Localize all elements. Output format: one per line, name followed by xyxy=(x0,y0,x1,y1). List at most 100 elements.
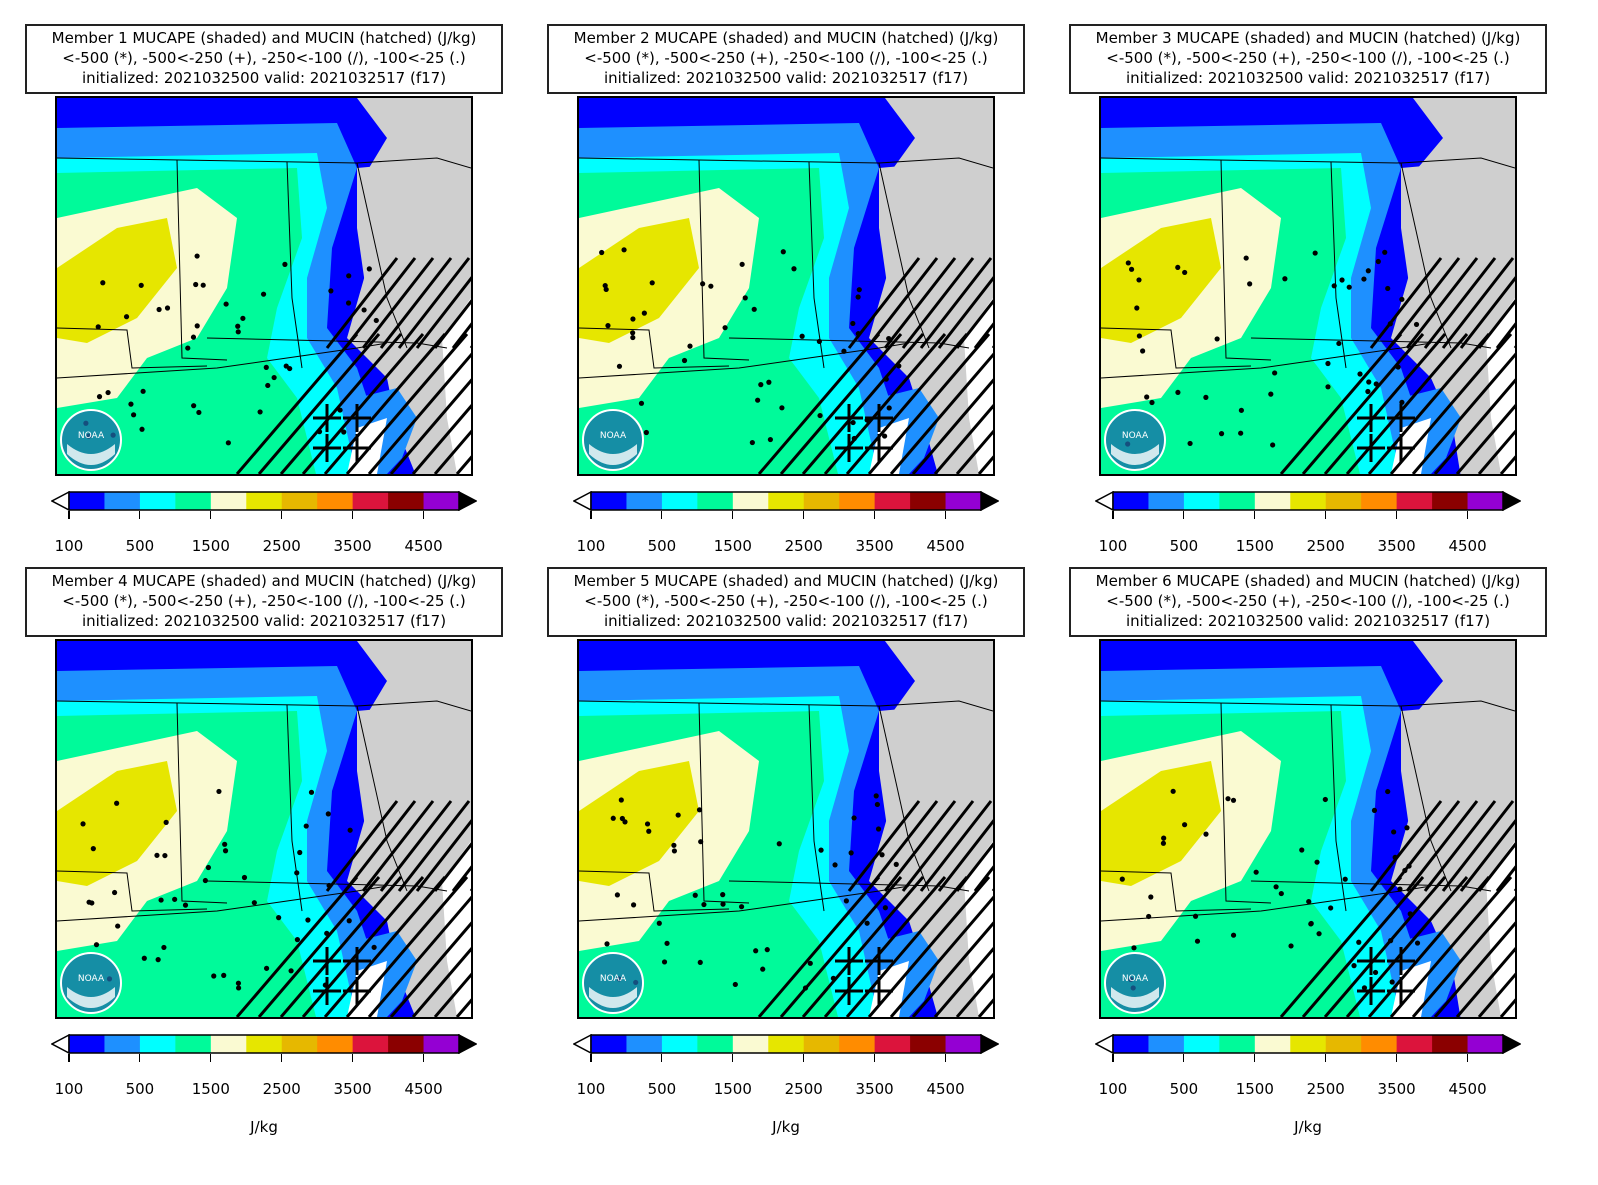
colorbar-tick-label: 1500 xyxy=(1235,537,1274,555)
colorbar-segment-9 xyxy=(874,1035,911,1053)
state-border-3 xyxy=(286,704,303,912)
colorbar-member-6 xyxy=(1095,1034,1521,1054)
colorbar-tick-mark xyxy=(1182,511,1185,519)
panel-title-member-4: Member 4 MUCAPE (shaded) and MUCIN (hatc… xyxy=(25,567,503,637)
colorbar-segment-7 xyxy=(281,1035,318,1053)
state-border-1 xyxy=(1101,700,1515,712)
map-graphic: NOAA xyxy=(1101,98,1515,474)
colorbar-segment-11 xyxy=(423,492,460,510)
land-east xyxy=(1401,701,1515,1017)
title-line-3: initialized: 2021032500 valid: 202103251… xyxy=(81,69,447,87)
mucin-hatching-slash xyxy=(235,257,471,474)
colorbar-segment-2 xyxy=(1148,1035,1185,1053)
colorbar-tick-label: 4500 xyxy=(926,1080,965,1098)
colorbar-tick-mark xyxy=(1395,1054,1398,1062)
colorbar-segment-6 xyxy=(768,492,805,510)
colorbar-tick-label: 1500 xyxy=(713,1080,752,1098)
colorbar-segment-8 xyxy=(839,492,876,510)
state-border-2 xyxy=(1220,159,1272,361)
map-graphic: NOAA xyxy=(1101,641,1515,1017)
title-line-1: Member 4 MUCAPE (shaded) and MUCIN (hatc… xyxy=(51,572,477,590)
colorbar-tick-mark xyxy=(68,511,70,519)
colorbar-tick-mark xyxy=(731,1054,734,1062)
title-line-2: <-500 (*), -500<-250 (+), -250<-100 (/),… xyxy=(584,592,988,610)
colorbar-segment-9 xyxy=(1396,492,1433,510)
title-line-1: Member 6 MUCAPE (shaded) and MUCIN (hatc… xyxy=(1095,572,1521,590)
noaa-logo-icon: NOAA xyxy=(1104,409,1166,471)
colorbar-tick-mark xyxy=(731,511,734,519)
colorbar-segment-3 xyxy=(661,492,698,510)
map-panel-member-5: NOAA xyxy=(577,639,995,1019)
colorbar-segment-11 xyxy=(945,492,982,510)
state-border-5 xyxy=(356,705,408,892)
state-border-3 xyxy=(808,704,825,912)
colorbar-tick-mark xyxy=(590,1054,592,1062)
colorbar-tick-label: 500 xyxy=(1169,537,1199,555)
colorbar-tick-label: 2500 xyxy=(1306,537,1345,555)
mucin-hatching-plus xyxy=(835,947,893,1005)
state-border-1 xyxy=(57,700,471,712)
colorbar-tick-label: 1500 xyxy=(1235,1080,1274,1098)
colorbar-tick-mark xyxy=(1466,1054,1469,1062)
colorbar-over-extend xyxy=(980,1034,999,1054)
colorbar-segment-11 xyxy=(1467,1035,1504,1053)
colorbar-segment-10 xyxy=(910,492,947,510)
mucin-hatching-slash xyxy=(1279,257,1515,474)
colorbar-member-1 xyxy=(51,491,477,511)
colorbar-segment-4 xyxy=(697,492,734,510)
cape-shading-6 xyxy=(1101,761,1221,886)
state-border-3 xyxy=(286,161,303,369)
panel-title-member-2: Member 2 MUCAPE (shaded) and MUCIN (hatc… xyxy=(547,24,1025,94)
colorbar-segment-9 xyxy=(1396,1035,1433,1053)
colorbar-tick-mark xyxy=(1182,1054,1185,1062)
colorbar-segment-3 xyxy=(139,492,176,510)
cape-shading-6 xyxy=(1101,218,1221,343)
colorbar-tick-label: 500 xyxy=(125,537,155,555)
colorbar-segment-1 xyxy=(591,492,627,510)
colorbar-segment-3 xyxy=(139,1035,176,1053)
mucin-hatching-slash xyxy=(757,257,993,474)
colorbar-tick-mark xyxy=(944,511,947,519)
colorbar-segment-1 xyxy=(1113,492,1149,510)
colorbar-tick-label: 2500 xyxy=(262,537,301,555)
colorbar-tick-mark xyxy=(209,1054,212,1062)
colorbar-tick-label: 4500 xyxy=(1448,537,1487,555)
colorbar-tick-mark xyxy=(1466,511,1469,519)
colorbar-segment-9 xyxy=(352,492,389,510)
title-line-1: Member 3 MUCAPE (shaded) and MUCIN (hatc… xyxy=(1095,29,1521,47)
colorbar-segment-1 xyxy=(1113,1035,1149,1053)
noaa-logo-icon: NOAA xyxy=(582,409,644,471)
svg-text:NOAA: NOAA xyxy=(1122,431,1149,441)
svg-text:NOAA: NOAA xyxy=(78,974,105,984)
colorbar-segment-6 xyxy=(1290,492,1327,510)
colorbar-segment-8 xyxy=(1361,492,1398,510)
state-border-2 xyxy=(176,159,228,361)
title-line-3: initialized: 2021032500 valid: 202103251… xyxy=(81,612,447,630)
land-east xyxy=(879,701,993,1017)
colorbar-segment-5 xyxy=(210,1035,247,1053)
colorbar-segment-2 xyxy=(104,492,141,510)
mucin-hatching-dot xyxy=(599,247,902,446)
colorbar-unit-label: J/kg xyxy=(772,1118,800,1136)
state-border-5 xyxy=(1400,705,1452,892)
state-border-3 xyxy=(1330,704,1347,912)
svg-text:NOAA: NOAA xyxy=(600,974,627,984)
colorbar-segment-10 xyxy=(388,492,425,510)
colorbar-tick-mark xyxy=(68,1054,70,1062)
colorbar-segment-2 xyxy=(104,1035,141,1053)
colorbar-tick-label: 3500 xyxy=(855,1080,894,1098)
state-border-5 xyxy=(878,162,930,349)
colorbar-tick-label: 500 xyxy=(647,1080,677,1098)
colorbar-tick-label: 4500 xyxy=(404,537,443,555)
title-line-1: Member 2 MUCAPE (shaded) and MUCIN (hatc… xyxy=(573,29,999,47)
colorbar-segment-8 xyxy=(1361,1035,1398,1053)
state-border-6 xyxy=(1101,327,1252,369)
state-border-2 xyxy=(176,702,228,904)
colorbar-segment-11 xyxy=(1467,492,1504,510)
map-graphic: NOAA xyxy=(57,98,471,474)
colorbar-tick-label: 100 xyxy=(54,537,84,555)
colorbar-tick-mark xyxy=(1324,1054,1327,1062)
colorbar-segment-3 xyxy=(1183,492,1220,510)
colorbar-tick-mark xyxy=(138,1054,141,1062)
